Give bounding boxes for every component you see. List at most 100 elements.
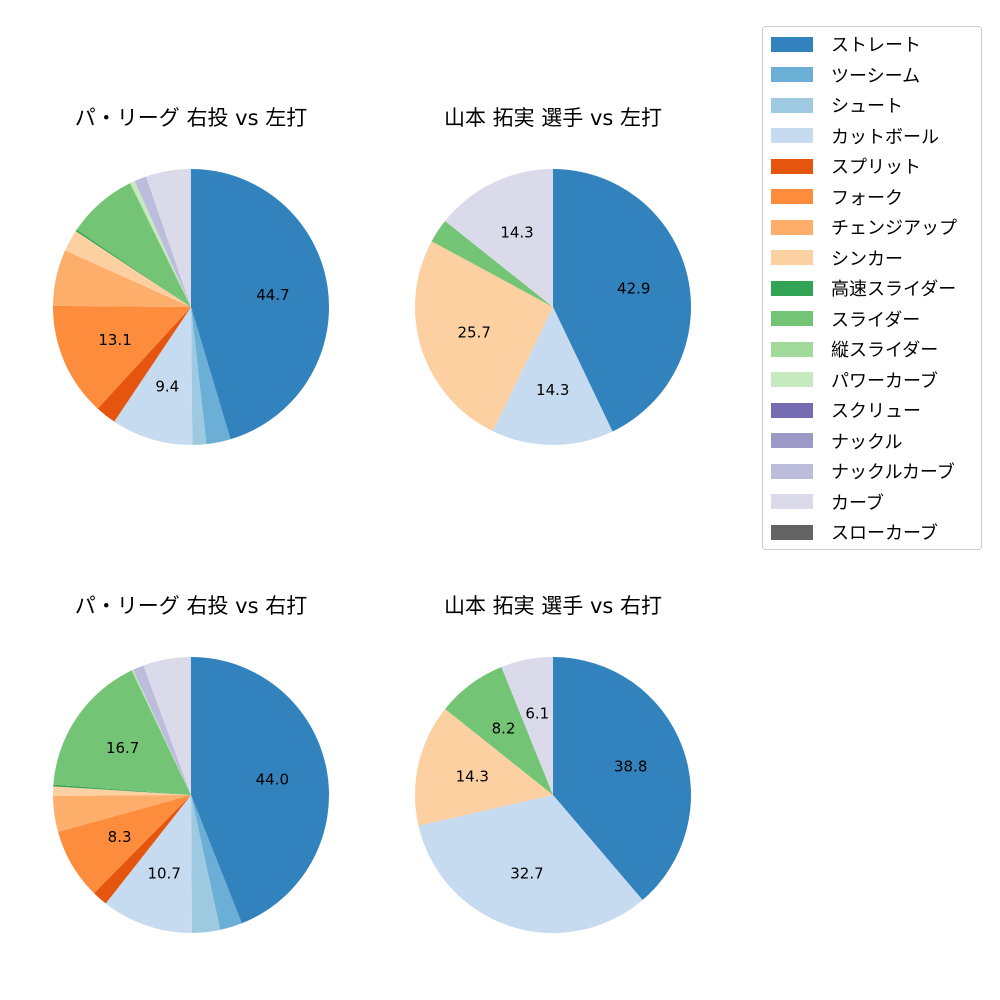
- pie-slice: [553, 657, 691, 900]
- legend-swatch: [771, 250, 813, 265]
- pie-slice: [415, 708, 553, 826]
- legend-label: 縦スライダー: [831, 340, 939, 361]
- legend-swatch: [771, 128, 813, 143]
- legend-swatch: [771, 189, 813, 204]
- pie-slice: [191, 307, 207, 445]
- pie-slice: [445, 169, 553, 307]
- slice-value-label: 8.2: [492, 720, 516, 738]
- legend-label: 高速スライダー: [831, 279, 957, 300]
- legend-swatch: [771, 97, 813, 113]
- pie-slice: [431, 221, 553, 307]
- pie-slice: [130, 181, 191, 307]
- legend-label: スプリット: [831, 157, 921, 178]
- pie-slice: [58, 795, 191, 894]
- slice-value-label: 25.7: [457, 323, 490, 341]
- legend-item: ナックル: [771, 428, 902, 454]
- legend-swatch: [771, 402, 813, 418]
- legend-item: スローカーブ: [771, 519, 938, 545]
- slice-value-label: 9.4: [155, 377, 179, 395]
- pie-slice: [76, 183, 191, 307]
- legend-label: ツーシーム: [831, 65, 921, 87]
- pie-slice: [553, 168, 691, 432]
- pie-slice: [191, 169, 329, 440]
- pie-slice: [114, 307, 193, 445]
- pie-slice: [191, 795, 242, 930]
- pie-slice: [53, 795, 192, 832]
- pie-slice: [53, 250, 191, 307]
- pie-slice: [53, 784, 192, 795]
- legend-item: スクリュー: [771, 397, 921, 423]
- pie-slice: [415, 241, 553, 432]
- pie-slice: [53, 305, 191, 409]
- legend-item: ストレート: [771, 31, 921, 57]
- slice-value-label: 32.7: [510, 865, 543, 883]
- legend-label: スライダー: [831, 309, 921, 331]
- legend-swatch: [771, 280, 813, 296]
- legend-swatch: [771, 219, 813, 235]
- legend-item: スライダー: [771, 306, 920, 332]
- slice-value-label: 13.1: [98, 331, 131, 349]
- pie-slice: [97, 307, 191, 422]
- legend-item: カットボール: [771, 123, 939, 149]
- pie-slice: [445, 666, 553, 795]
- legend-item: スプリット: [771, 153, 921, 179]
- pie-slice: [53, 670, 191, 795]
- pie-slice: [53, 786, 191, 796]
- slice-value-label: 44.0: [256, 770, 289, 788]
- pie-slice: [134, 176, 191, 307]
- legend-label: ストレート: [831, 35, 921, 56]
- slice-value-label: 14.3: [536, 381, 569, 399]
- pie-slice: [191, 795, 221, 933]
- pie-slice: [143, 657, 191, 795]
- slice-value-label: 38.8: [614, 757, 647, 775]
- pie-slice: [501, 657, 553, 795]
- legend-swatch: [771, 433, 813, 448]
- legend-label: シュート: [831, 96, 903, 117]
- slice-value-label: 6.1: [525, 705, 549, 723]
- slice-value-label: 14.3: [500, 223, 533, 241]
- pie-slice: [146, 169, 191, 307]
- legend-swatch: [771, 67, 813, 82]
- slice-value-label: 44.7: [256, 286, 289, 304]
- legend-item: ツーシーム: [771, 62, 920, 88]
- slice-value-label: 8.3: [108, 828, 132, 846]
- legend-item: 高速スライダー: [771, 275, 956, 301]
- pie-slice: [65, 231, 191, 307]
- legend: ストレート ツーシーム シュート カットボール スプリット フォーク チェンジアップ シンカー…: [762, 26, 982, 550]
- legend-item: ナックルカーブ: [771, 458, 955, 484]
- legend-item: シュート: [771, 92, 903, 118]
- legend-label: シンカー: [831, 248, 903, 270]
- pie-slice: [129, 182, 191, 307]
- legend-label: ナックル: [831, 431, 903, 453]
- pie-slice: [418, 795, 643, 933]
- slice-value-label: 42.9: [617, 280, 650, 298]
- chart-title-1: 山本 拓実 選手 vs 左打: [443, 106, 663, 130]
- pie-slice: [133, 665, 191, 795]
- slice-value-label: 14.3: [456, 768, 489, 786]
- legend-label: カーブ: [831, 492, 884, 514]
- legend-label: カットボール: [831, 126, 939, 148]
- legend-swatch: [771, 311, 813, 326]
- pie-slice: [94, 795, 191, 904]
- slice-value-label: 10.7: [147, 864, 180, 882]
- chart-title-0: パ・リーグ 右投 vs 左打: [74, 106, 308, 130]
- legend-label: スクリュー: [831, 401, 921, 422]
- chart-title-2: パ・リーグ 右投 vs 右打: [74, 594, 308, 618]
- pie-slice: [191, 307, 231, 445]
- pie-slice: [132, 669, 191, 795]
- legend-swatch: [771, 494, 813, 509]
- chart-title-3: 山本 拓実 選手 vs 右打: [443, 594, 663, 618]
- legend-item: シンカー: [771, 245, 903, 271]
- pie-slice: [75, 229, 191, 307]
- slice-value-label: 16.7: [106, 739, 139, 757]
- legend-swatch: [771, 524, 813, 540]
- legend-item: 縦スライダー: [771, 336, 938, 362]
- legend-label: チェンジアップ: [831, 218, 957, 239]
- legend-swatch: [771, 372, 813, 387]
- legend-label: スローカーブ: [831, 523, 938, 544]
- legend-swatch: [771, 463, 813, 479]
